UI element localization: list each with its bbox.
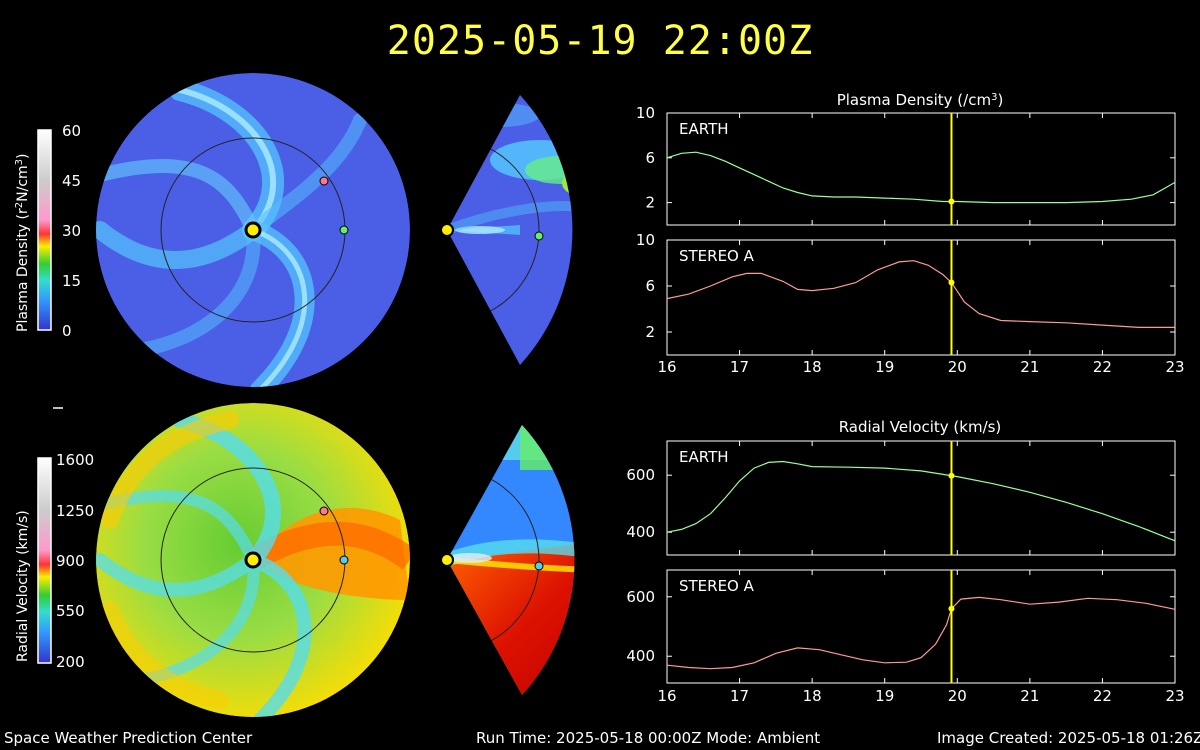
velocity-colorbar-tick: 1250 (56, 502, 94, 520)
density-disk-markers (244, 176, 349, 239)
density-colorbar-label: Plasma Density (r2N/cm3) (14, 153, 31, 332)
panel-frame (666, 112, 1176, 226)
y-tick-label: 600 (626, 466, 655, 484)
stereo-a-marker (319, 176, 329, 186)
earth-marker (534, 561, 544, 571)
x-tick-label: 23 (1165, 687, 1184, 705)
footer-organization: Space Weather Prediction Center (4, 729, 253, 747)
panel-label: EARTH (679, 448, 729, 466)
density-colorbar-bar (37, 129, 52, 331)
x-tick-label: 22 (1093, 687, 1112, 705)
density-colorbar-tick: 30 (62, 222, 81, 240)
velocity-colorbar-tick: 550 (56, 602, 85, 620)
earth-marker (339, 225, 349, 235)
y-tick-label: 6 (645, 149, 655, 167)
sun-marker (244, 221, 262, 239)
x-tick-label: 20 (948, 687, 967, 705)
panel-frame (666, 569, 1176, 684)
x-tick-label: 22 (1093, 358, 1112, 376)
sun-marker (440, 553, 454, 567)
x-tick-label: 18 (803, 687, 822, 705)
density-colorbar-tick: 0 (62, 322, 72, 340)
x-tick-label: 19 (875, 358, 894, 376)
density-colorbar-tick: 60 (62, 122, 81, 140)
velocity-colorbar: 1600 1250 900 550 200 Radial Velocity (k… (15, 451, 94, 671)
chart-title: Radial Velocity (km/s) (839, 418, 1002, 436)
time-marker-point (948, 279, 955, 286)
series-line (666, 596, 1176, 670)
x-tick-label: 17 (730, 687, 749, 705)
velocity-colorbar-tick: 900 (56, 552, 85, 570)
stereo-a-marker (319, 506, 329, 516)
page-title: 2025-05-19 22:00Z (386, 18, 814, 64)
series-line (666, 460, 1176, 542)
x-tick-label: 20 (948, 358, 967, 376)
x-tick-label: 21 (1020, 687, 1039, 705)
velocity-wedge-markers (440, 553, 544, 571)
density-timeseries: Plasma Density (/cm3) 10 6 2 EARTH 10 6 2 STERE… (636, 91, 1185, 376)
y-tick-label: 600 (626, 588, 655, 606)
density-wedge-markers (440, 223, 544, 241)
y-tick-label: 10 (636, 231, 655, 249)
panel-frame (666, 440, 1176, 556)
time-marker-point (948, 605, 955, 612)
density-colorbar: 60 45 30 15 0 Plasma Density (r2N/cm3) (14, 122, 81, 409)
x-tick-label: 16 (657, 358, 676, 376)
series-line (666, 260, 1175, 328)
time-marker-point (948, 472, 955, 479)
x-tick-label: 16 (657, 687, 676, 705)
panel-label: STEREO A (679, 577, 755, 595)
time-marker-point (948, 198, 955, 205)
footer-image-created: Image Created: 2025-05-18 01:26Z (937, 729, 1200, 747)
y-tick-label: 10 (636, 104, 655, 122)
y-tick-label: 2 (645, 194, 655, 212)
footer-run-time: Run Time: 2025-05-18 00:00Z Mode: Ambien… (476, 729, 821, 747)
x-tick-label: 23 (1165, 358, 1184, 376)
x-tick-label: 19 (875, 687, 894, 705)
velocity-colorbar-tick: 200 (56, 653, 85, 671)
sun-marker (244, 551, 262, 569)
y-tick-label: 400 (626, 647, 655, 665)
velocity-colorbar-label: Radial Velocity (km/s) (15, 510, 31, 662)
x-tick-label: 21 (1020, 358, 1039, 376)
velocity-timeseries: Radial Velocity (km/s) 600 400 EARTH 600 400… (626, 418, 1184, 705)
series-line (666, 151, 1176, 204)
earth-marker (534, 231, 544, 241)
panel-label: STEREO A (679, 247, 755, 265)
y-tick-label: 6 (645, 277, 655, 295)
x-tick-label: 18 (803, 358, 822, 376)
velocity-colorbar-tick: 1600 (56, 451, 94, 469)
y-tick-label: 400 (626, 523, 655, 541)
x-tick-label: 17 (730, 358, 749, 376)
density-colorbar-tick: 45 (62, 172, 81, 190)
chart-title: Plasma Density (/cm3) (837, 91, 1004, 109)
velocity-disk-markers (244, 506, 349, 569)
earth-marker (339, 555, 349, 565)
sun-marker (440, 223, 454, 237)
panel-frame (666, 239, 1176, 356)
y-tick-label: 2 (645, 323, 655, 341)
velocity-colorbar-bar (37, 457, 52, 664)
panel-label: EARTH (679, 120, 729, 138)
density-colorbar-tick: 15 (62, 272, 81, 290)
